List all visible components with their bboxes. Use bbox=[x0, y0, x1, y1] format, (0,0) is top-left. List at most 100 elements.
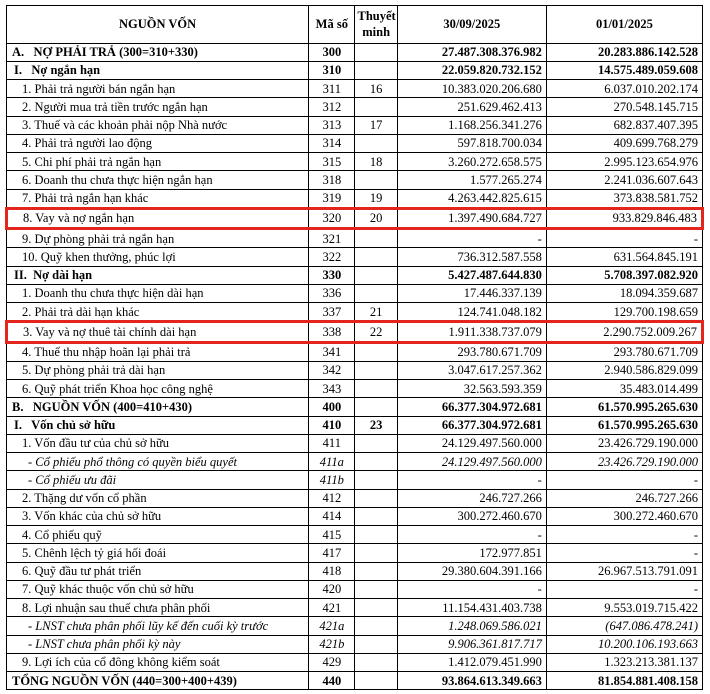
row-value-prior-cell: 2.995.123.654.976 bbox=[545, 151, 704, 172]
row-note-cell bbox=[354, 133, 398, 154]
row-value-current-cell: - bbox=[396, 470, 547, 490]
row-name-cell: 5. Dự phòng phải trả dài hạn bbox=[5, 360, 310, 381]
row-value-prior-cell: 10.200.106.193.663 bbox=[545, 634, 704, 654]
row-value-current-cell: 32.563.593.359 bbox=[396, 378, 547, 399]
table-row: 5. Dự phòng phải trả dài hạn 342 3.047.617… bbox=[5, 360, 704, 381]
row-note-cell bbox=[354, 451, 398, 472]
table-row: - LNST chưa phân phối lũy kế đến cuối kỳ… bbox=[5, 616, 704, 636]
table-row: B. NGUỒN VỐN (400=410+430) 400 66.377.304.… bbox=[5, 397, 704, 417]
table-row: - Cổ phiếu ưu đãi 411b - - bbox=[5, 470, 704, 490]
row-value-current-cell: 1.911.338.737.079 bbox=[396, 320, 547, 344]
row-value-prior-cell: - bbox=[545, 470, 704, 490]
row-code-cell: 319 bbox=[308, 188, 356, 209]
row-name-cell: 7. Quỹ khác thuộc vốn chủ sở hữu bbox=[5, 579, 310, 600]
table-row: II. Nợ dài hạn 330 5.427.487.644.830 5.708.… bbox=[5, 265, 704, 285]
row-value-prior-cell: 61.570.995.265.630 bbox=[545, 415, 704, 435]
header-nguon-von: NGUỒN VỐN bbox=[5, 5, 310, 44]
table-row: 6. Doanh thu chưa thực hiện ngắn hạn 318 1… bbox=[5, 170, 704, 190]
table-row: 8. Lợi nhuận sau thuế chưa phân phối 421 1… bbox=[5, 597, 704, 618]
row-value-current-cell: 736.312.587.558 bbox=[396, 247, 547, 267]
row-value-current-cell: 246.727.266 bbox=[396, 488, 547, 508]
table-row: 2. Thặng dư vốn cổ phần 412 246.727.266 246… bbox=[5, 488, 704, 508]
row-name-cell: 9. Dự phòng phải trả ngắn hạn bbox=[5, 227, 310, 249]
row-value-prior-cell: - bbox=[545, 524, 704, 545]
row-name-cell: 5. Chênh lệch tỷ giá hối đoái bbox=[5, 543, 310, 563]
row-value-current-cell: 1.397.490.684.727 bbox=[396, 206, 547, 231]
row-value-prior-cell: 129.700.198.659 bbox=[545, 301, 704, 323]
row-note-cell bbox=[354, 488, 398, 508]
row-value-prior-cell: 61.570.995.265.630 bbox=[545, 397, 704, 417]
row-value-current-cell: 5.427.487.644.830 bbox=[396, 265, 547, 285]
row-value-prior-cell: 26.967.513.791.091 bbox=[545, 561, 704, 581]
table-row: 1. Phải trả người bán ngắn hạn 311 16 10.38… bbox=[5, 78, 704, 99]
header-ma-so: Mã số bbox=[308, 5, 356, 44]
row-value-current-cell: 172.977.851 bbox=[396, 543, 547, 563]
row-code-cell: 313 bbox=[308, 115, 356, 135]
row-value-prior-cell: 18.094.359.687 bbox=[545, 283, 704, 304]
row-code-cell: 417 bbox=[308, 543, 356, 563]
row-code-cell: 421a bbox=[308, 616, 356, 636]
row-value-prior-cell: 2.290.752.009.267 bbox=[545, 320, 705, 344]
row-value-prior-cell: 300.272.460.670 bbox=[545, 506, 704, 527]
table-row: 9. Dự phòng phải trả ngắn hạn 321 - - bbox=[5, 227, 704, 249]
row-name-cell: 2. Người mua trả tiền trước ngắn hạn bbox=[5, 97, 310, 117]
row-name-cell: - LNST chưa phân phối kỳ này bbox=[5, 634, 310, 654]
row-note-cell bbox=[354, 97, 398, 117]
row-code-cell: 440 bbox=[308, 670, 356, 691]
row-name-cell: TỔNG NGUỒN VỐN (440=300+400+439) bbox=[5, 670, 310, 691]
row-note-cell bbox=[354, 433, 398, 454]
row-name-cell: 6. Quỹ đầu tư phát triển bbox=[5, 561, 310, 581]
row-name-cell: A. NỢ PHẢI TRẢ (300=310+330) bbox=[5, 42, 310, 62]
row-name-cell: 10. Quỹ khen thưởng, phúc lợi bbox=[5, 247, 310, 267]
table-row: 7. Phải trả ngắn hạn khác 319 19 4.263.442.… bbox=[5, 188, 704, 209]
row-value-current-cell: - bbox=[396, 524, 547, 545]
row-name-cell: 6. Doanh thu chưa thực hiện ngắn hạn bbox=[5, 170, 310, 190]
row-code-cell: 322 bbox=[308, 247, 356, 267]
row-note-cell: 16 bbox=[354, 78, 398, 99]
row-code-cell: 310 bbox=[308, 60, 356, 81]
row-value-prior-cell: 81.854.881.408.158 bbox=[545, 670, 704, 691]
row-note-cell bbox=[354, 265, 398, 285]
row-note-cell bbox=[354, 652, 398, 673]
row-value-prior-cell: (647.086.478.241) bbox=[545, 616, 704, 636]
row-value-prior-cell: 293.780.671.709 bbox=[545, 341, 704, 362]
row-value-current-cell: 4.263.442.825.615 bbox=[396, 188, 547, 209]
row-note-cell bbox=[354, 60, 398, 81]
row-code-cell: 314 bbox=[308, 133, 356, 154]
table-row: 2. Người mua trả tiền trước ngắn hạn 312 2… bbox=[5, 97, 704, 117]
row-value-prior-cell: 20.283.886.142.528 bbox=[545, 42, 704, 62]
row-note-cell bbox=[354, 579, 398, 600]
row-code-cell: 420 bbox=[308, 579, 356, 600]
row-note-cell bbox=[354, 283, 398, 304]
row-value-prior-cell: 9.553.019.715.422 bbox=[545, 597, 704, 618]
table-row: 6. Quỹ phát triển Khoa học công nghệ 343 3… bbox=[5, 378, 704, 399]
header-period-prior: 01/01/2025 bbox=[545, 5, 704, 44]
table-row: 1. Doanh thu chưa thực hiện dài hạn 336 17… bbox=[5, 283, 704, 304]
header-row: NGUỒN VỐN Mã số Thuyết minh 30/09/2025 0… bbox=[5, 5, 704, 44]
row-value-current-cell: 11.154.431.403.738 bbox=[396, 597, 547, 618]
row-note-cell bbox=[354, 597, 398, 618]
row-value-current-cell: 29.380.604.391.166 bbox=[396, 561, 547, 581]
row-name-cell: 9. Lợi ích của cổ đông không kiểm soát bbox=[5, 652, 310, 673]
header-thuyet-minh: Thuyết minh bbox=[354, 5, 398, 44]
row-code-cell: 312 bbox=[308, 97, 356, 117]
row-value-prior-cell: 35.483.014.499 bbox=[545, 378, 704, 399]
row-code-cell: 343 bbox=[308, 378, 356, 399]
row-code-cell: 411a bbox=[308, 451, 356, 472]
table-row: 9. Lợi ích của cổ đông không kiểm soát 42… bbox=[5, 652, 704, 673]
row-note-cell bbox=[354, 561, 398, 581]
row-value-current-cell: 24.129.497.560.000 bbox=[396, 433, 547, 454]
row-value-prior-cell: 631.564.845.191 bbox=[545, 247, 704, 267]
row-name-cell: 3. Vay và nợ thuê tài chính dài hạn bbox=[4, 320, 310, 344]
row-value-prior-cell: 14.575.489.059.608 bbox=[545, 60, 704, 81]
row-name-cell: 5. Chi phí phải trả ngắn hạn bbox=[5, 151, 310, 172]
table-row: 7. Quỹ khác thuộc vốn chủ sở hữu 420 - - bbox=[5, 579, 704, 600]
row-value-prior-cell: 5.708.397.082.920 bbox=[545, 265, 704, 285]
row-note-cell bbox=[354, 543, 398, 563]
row-name-cell: 1. Phải trả người bán ngắn hạn bbox=[5, 78, 310, 99]
table-row: I. Vốn chủ sở hữu 410 23 66.377.304.972.681… bbox=[5, 415, 704, 435]
row-value-current-cell: 17.446.337.139 bbox=[396, 283, 547, 304]
row-value-current-cell: 1.168.256.341.276 bbox=[396, 115, 547, 135]
row-note-cell bbox=[354, 360, 398, 381]
table-row: 10. Quỹ khen thưởng, phúc lợi 322 736.312.… bbox=[5, 247, 704, 267]
